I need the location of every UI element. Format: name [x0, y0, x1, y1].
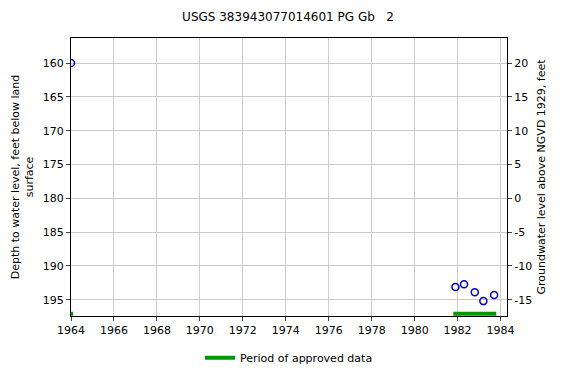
svg-text:185: 185	[43, 226, 64, 239]
svg-text:-5: -5	[514, 226, 525, 239]
svg-text:1980: 1980	[401, 324, 429, 337]
svg-text:0: 0	[514, 192, 521, 205]
svg-text:195: 195	[43, 294, 64, 307]
svg-text:160: 160	[43, 57, 64, 70]
svg-text:1976: 1976	[315, 324, 343, 337]
svg-text:Depth to water level, feet bel: Depth to water level, feet below landsur…	[9, 75, 36, 280]
svg-text:190: 190	[43, 260, 64, 273]
svg-text:175: 175	[43, 158, 64, 171]
svg-text:165: 165	[43, 91, 64, 104]
svg-text:1978: 1978	[358, 324, 386, 337]
svg-text:1972: 1972	[229, 324, 257, 337]
svg-text:Period of approved data: Period of approved data	[240, 352, 372, 365]
svg-text:170: 170	[43, 125, 64, 138]
svg-text:15: 15	[514, 91, 528, 104]
svg-text:1982: 1982	[444, 324, 472, 337]
svg-text:10: 10	[514, 125, 528, 138]
svg-text:USGS 383943077014601 PG Gb 2: USGS 383943077014601 PG Gb 2	[182, 10, 394, 24]
svg-text:Groundwater level above NGVD 1: Groundwater level above NGVD 1929, feet	[535, 59, 548, 295]
svg-text:1984: 1984	[487, 324, 515, 337]
svg-text:1966: 1966	[100, 324, 128, 337]
svg-text:20: 20	[514, 57, 528, 70]
svg-text:1968: 1968	[143, 324, 171, 337]
svg-text:1964: 1964	[57, 324, 85, 337]
svg-text:1970: 1970	[186, 324, 214, 337]
svg-text:180: 180	[43, 192, 64, 205]
svg-text:-15: -15	[514, 294, 532, 307]
svg-text:1974: 1974	[272, 324, 300, 337]
svg-text:-10: -10	[514, 260, 532, 273]
svg-text:5: 5	[514, 158, 521, 171]
